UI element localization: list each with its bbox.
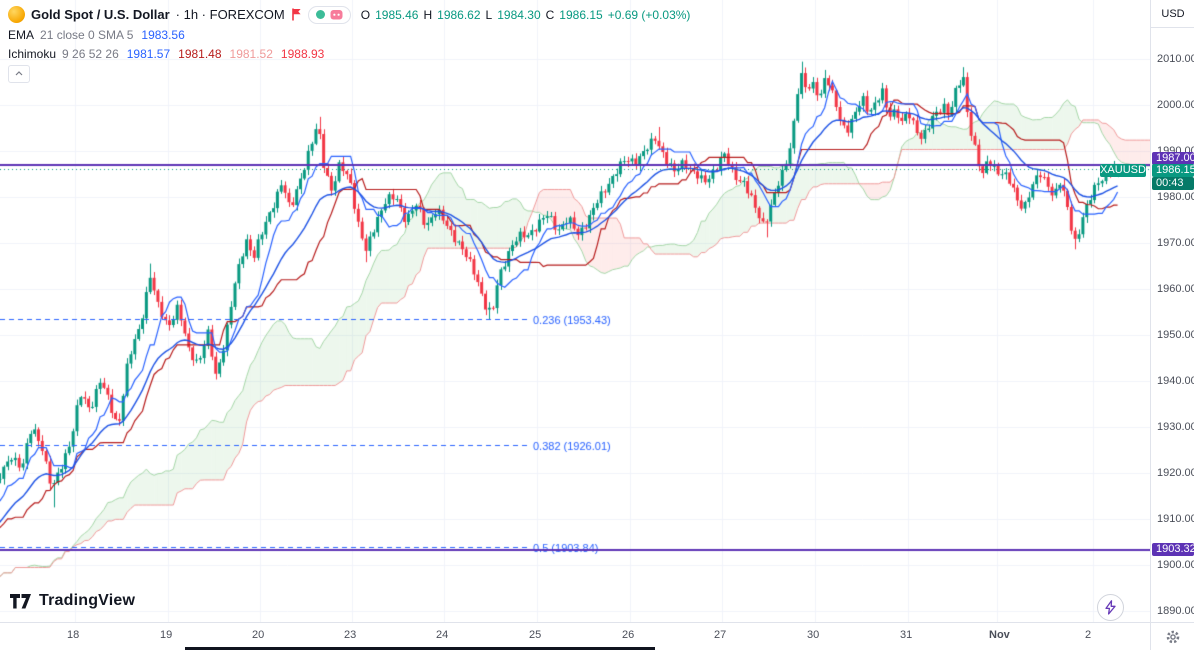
last-price-badge: 1986.15 xyxy=(1152,163,1194,177)
symbol-logo-icon xyxy=(8,6,25,23)
symbol-meta: · 1h · FOREXCOM xyxy=(175,7,285,22)
low-label: L xyxy=(485,7,493,22)
indicator-value: 1981.52 xyxy=(229,46,273,61)
time-tick: 27 xyxy=(714,629,727,641)
indicator-row[interactable]: Ichimoku 9 26 52 26 1981.57 1981.48 1981.52 1… xyxy=(8,44,690,63)
ohlc-readout: O 1985.46 H 1986.62 L 1984.30 C 1986.15 +0.6… xyxy=(361,8,691,22)
bottom-pane-divider xyxy=(185,647,655,650)
price-tick: 1960.00 xyxy=(1157,282,1194,295)
price-tick: 1980.00 xyxy=(1157,190,1194,203)
time-tick: 23 xyxy=(344,629,357,641)
indicator-name: Ichimoku xyxy=(8,46,57,61)
quick-trade-lightning-button[interactable] xyxy=(1097,594,1124,621)
time-tick: 31 xyxy=(900,629,913,641)
low-value: 1984.30 xyxy=(497,7,541,22)
price-tick: 1890.00 xyxy=(1157,604,1194,617)
axis-corner[interactable] xyxy=(1150,622,1194,650)
indicator-value: 1981.48 xyxy=(178,46,222,61)
price-tick: 1930.00 xyxy=(1157,420,1194,433)
close-value: 1986.15 xyxy=(559,7,603,22)
symbol-title[interactable]: Gold Spot / U.S. Dollar xyxy=(31,7,170,22)
tradingview-wordmark: TradingView xyxy=(39,592,136,609)
status-pill[interactable] xyxy=(307,5,351,24)
price-tick: 1940.00 xyxy=(1157,374,1194,387)
price-chart-canvas[interactable] xyxy=(0,0,1150,622)
time-tick: 2 xyxy=(1085,629,1092,641)
price-tick: 2010.00 xyxy=(1157,52,1194,65)
price-tick: 1910.00 xyxy=(1157,512,1194,525)
currency-label[interactable]: USD xyxy=(1151,0,1194,28)
indicator-value: 1983.56 xyxy=(141,27,185,42)
countdown-badge: 00:43 xyxy=(1152,176,1194,190)
market-status-icon xyxy=(315,10,325,19)
symbol-price-label: XAUUSD xyxy=(1100,163,1146,177)
time-tick: 24 xyxy=(436,629,449,641)
ideas-icon xyxy=(330,9,343,21)
flag-icon[interactable] xyxy=(291,8,302,21)
high-label: H xyxy=(423,7,433,22)
time-tick: 20 xyxy=(252,629,265,641)
price-tick: 1900.00 xyxy=(1157,558,1194,571)
time-tick: 30 xyxy=(807,629,820,641)
price-tick: 1920.00 xyxy=(1157,466,1194,479)
price-axis[interactable]: USD 2010.00 2000.00 1990.00 1980.00 1970.00 1… xyxy=(1150,0,1194,622)
indicator-params: 9 26 52 26 xyxy=(62,46,119,61)
time-tick: 25 xyxy=(529,629,542,641)
indicator-value: 1981.57 xyxy=(126,46,171,61)
time-tick: 26 xyxy=(622,629,635,641)
indicator-row[interactable]: EMA 21 close 0 SMA 5 1983.56 xyxy=(8,25,690,44)
price-tick: 2000.00 xyxy=(1157,98,1194,111)
price-badge-level-1903: 1903.32 xyxy=(1152,542,1194,556)
legend-collapse-button[interactable] xyxy=(8,64,30,83)
time-axis[interactable]: 18 19 20 23 24 25 26 27 30 31 Nov 2 xyxy=(0,622,1150,650)
indicator-name: EMA xyxy=(8,27,35,42)
indicator-legend: EMA 21 close 0 SMA 5 1983.56 Ichimoku 9 26 5… xyxy=(8,25,690,63)
tradingview-logo[interactable]: TradingView xyxy=(10,592,135,610)
time-tick: Nov xyxy=(989,629,1010,641)
open-value: 1985.46 xyxy=(375,7,419,22)
tradingview-mark-icon xyxy=(10,593,32,609)
chart-legend: Gold Spot / U.S. Dollar · 1h · FOREXCOM … xyxy=(8,5,690,83)
symbol-legend-row[interactable]: Gold Spot / U.S. Dollar · 1h · FOREXCOM … xyxy=(8,5,690,24)
time-tick: 19 xyxy=(160,629,173,641)
close-label: C xyxy=(545,7,555,22)
time-tick: 18 xyxy=(67,629,80,641)
indicator-params: 21 close 0 SMA 5 xyxy=(40,27,134,42)
price-tick: 1950.00 xyxy=(1157,328,1194,341)
change-value: +0.69 (+0.03%) xyxy=(607,7,691,22)
indicator-value: 1988.93 xyxy=(280,46,325,61)
open-label: O xyxy=(360,7,371,22)
high-value: 1986.62 xyxy=(437,7,481,22)
price-tick: 1970.00 xyxy=(1157,236,1194,249)
price-badge-level-1987: 1987.00 xyxy=(1152,151,1194,165)
axis-settings-gear-icon[interactable] xyxy=(1165,629,1181,645)
